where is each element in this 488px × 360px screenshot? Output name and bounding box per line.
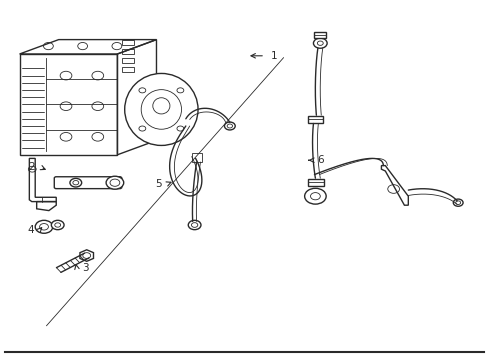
Bar bbox=[122, 49, 134, 54]
Circle shape bbox=[180, 118, 191, 126]
Circle shape bbox=[51, 220, 64, 230]
Bar bbox=[122, 67, 134, 72]
Circle shape bbox=[304, 188, 325, 204]
Circle shape bbox=[188, 220, 201, 230]
Bar bbox=[307, 116, 322, 123]
Text: 2: 2 bbox=[28, 162, 35, 172]
Bar bbox=[314, 32, 325, 38]
Text: 3: 3 bbox=[82, 263, 89, 273]
Bar bbox=[122, 40, 134, 45]
Text: 1: 1 bbox=[270, 51, 277, 61]
Text: 4: 4 bbox=[27, 225, 34, 235]
Text: 5: 5 bbox=[155, 179, 162, 189]
Circle shape bbox=[452, 199, 462, 206]
FancyBboxPatch shape bbox=[54, 177, 122, 189]
Circle shape bbox=[224, 122, 235, 130]
Circle shape bbox=[35, 220, 53, 233]
Bar bbox=[307, 179, 323, 186]
Bar bbox=[122, 58, 134, 63]
Bar bbox=[191, 153, 202, 162]
Bar bbox=[20, 54, 117, 155]
Text: 6: 6 bbox=[316, 155, 323, 165]
Circle shape bbox=[106, 176, 123, 189]
Circle shape bbox=[313, 38, 326, 48]
Polygon shape bbox=[80, 250, 93, 261]
Ellipse shape bbox=[124, 73, 198, 145]
Circle shape bbox=[70, 179, 81, 187]
Polygon shape bbox=[381, 166, 407, 205]
